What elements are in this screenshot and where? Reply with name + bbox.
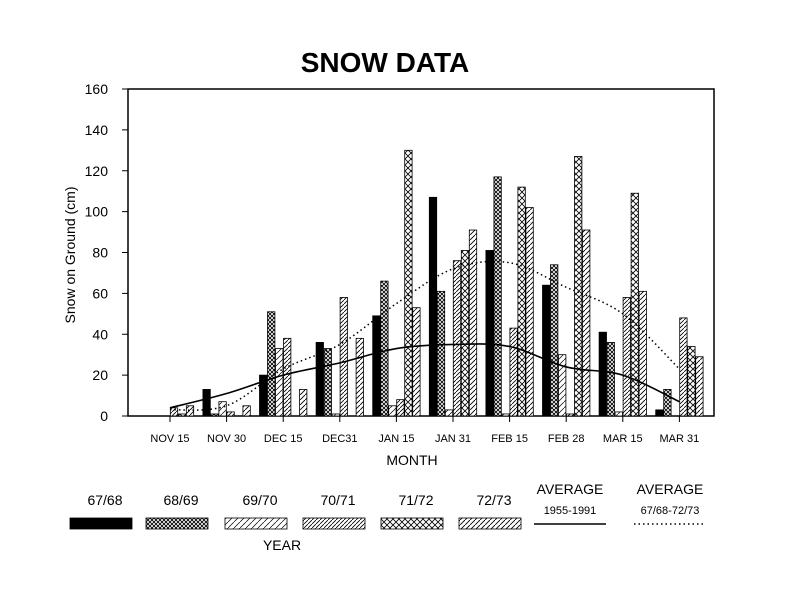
bar-69-70-FEB-28 [558, 354, 567, 417]
legend-swatch-72-73 [458, 517, 522, 530]
bar-69-70-MAR-15 [614, 411, 623, 417]
bar-67-68-DEC31 [315, 342, 324, 417]
legend-label-67-68: 67/68 [87, 492, 122, 508]
bar-67-68-MAR-31 [655, 409, 664, 417]
bar-70-71-MAR-31 [679, 317, 688, 417]
bar-68-69-MAR-15 [606, 342, 615, 417]
legend-swatch-67-68 [69, 517, 133, 530]
bar-70-71-NOV-30 [226, 411, 235, 417]
legend-swatch-71-72 [380, 517, 444, 530]
bar-67-68-MAR-15 [598, 331, 607, 417]
y-tick-label: 60 [92, 285, 108, 301]
legend-label-72-73: 72/73 [476, 492, 511, 508]
legend-label-69-70: 69/70 [242, 492, 277, 508]
bar-69-70-NOV-30 [218, 401, 227, 417]
bar-70-71-JAN-31 [452, 260, 462, 417]
y-tick-label: 80 [92, 245, 108, 261]
legend-swatch-69-70 [224, 517, 288, 530]
legend-line-label-top: AVERAGE [537, 481, 604, 497]
x-tick-label: MAR 15 [603, 433, 643, 445]
x-axis: NOV 15 NOV 30 DEC 15 DEC31 JAN 15 JAN 31 FEB 1… [150, 416, 699, 445]
y-axis-label: Snow on Ground (cm) [62, 187, 78, 324]
bar-72-73-NOV-15 [185, 405, 195, 417]
bar-68-69-NOV-30 [210, 413, 219, 417]
average-lines [169, 260, 680, 411]
legend-line-label-bottom: 67/68-72/73 [641, 505, 700, 517]
bar-68-69-DEC31 [323, 348, 332, 417]
bar-70-71-FEB-15 [509, 327, 518, 417]
bar-67-68-JAN-15 [372, 315, 381, 417]
x-axis-label: MONTH [386, 452, 437, 468]
bar-72-73-FEB-15 [525, 207, 534, 417]
legend-label-68-69: 68/69 [163, 492, 198, 508]
y-tick-label: 120 [85, 163, 109, 179]
x-tick-label: DEC31 [322, 433, 357, 445]
x-tick-label: FEB 28 [548, 433, 585, 445]
bar-67-68-FEB-28 [542, 284, 551, 417]
x-tick-label: JAN 31 [435, 433, 471, 445]
bar-71-72-FEB-28 [574, 156, 583, 417]
bar-68-69-MAR-31 [663, 389, 672, 417]
bar-69-70-DEC-15 [275, 348, 284, 417]
bar-72-73-JAN-15 [412, 307, 421, 417]
bars-group [169, 149, 704, 417]
x-tick-label: MAR 31 [660, 433, 700, 445]
legend: 67/68 68/69 69/70 70/71 71/72 72/73 AVERAGE 195… [69, 481, 706, 530]
chart-title: SNOW DATA [301, 47, 470, 78]
bar-71-72-MAR-15 [630, 192, 639, 417]
legend-label-71-72: 71/72 [398, 492, 433, 508]
bar-67-68-FEB-15 [485, 250, 494, 417]
bar-69-70-JAN-31 [444, 409, 454, 417]
y-tick-label: 140 [85, 122, 109, 138]
y-tick-label: 40 [92, 326, 108, 342]
bar-72-73-NOV-30 [242, 405, 251, 417]
bar-72-73-FEB-28 [582, 229, 591, 417]
legend-swatch-70-71 [302, 517, 366, 530]
legend-title: YEAR [263, 537, 301, 553]
legend-label-70-71: 70/71 [320, 492, 355, 508]
bar-70-71-FEB-28 [566, 413, 575, 417]
y-axis: 0 20 40 60 80 100 120 140 160 [85, 81, 128, 424]
x-tick-label: FEB 15 [491, 433, 528, 445]
bar-72-73-MAR-31 [695, 356, 704, 417]
y-tick-label: 100 [85, 204, 109, 220]
bar-71-72-FEB-15 [517, 186, 526, 417]
bar-71-72-MAR-31 [687, 346, 696, 417]
bar-72-73-DEC31 [355, 337, 364, 417]
bar-67-68-JAN-31 [428, 196, 438, 417]
bar-70-71-JAN-15 [396, 399, 405, 417]
x-tick-label: DEC 15 [264, 433, 303, 445]
bar-70-71-MAR-15 [622, 297, 631, 417]
legend-swatch-68-69 [145, 517, 209, 530]
bar-70-71-DEC-15 [283, 337, 292, 417]
bar-70-71-NOV-15 [169, 407, 179, 417]
bar-72-73-MAR-15 [638, 290, 647, 417]
bar-68-69-FEB-28 [550, 264, 559, 417]
line-average-1955-1991 [169, 343, 680, 409]
y-tick-label: 0 [100, 408, 108, 424]
bar-71-72-NOV-15 [177, 413, 187, 417]
y-tick-label: 160 [85, 81, 109, 97]
bar-70-71-DEC31 [339, 297, 348, 417]
bar-71-72-JAN-15 [404, 149, 413, 417]
y-tick-label: 20 [92, 367, 108, 383]
bar-71-72-JAN-31 [460, 250, 470, 417]
bar-67-68-DEC-15 [259, 374, 268, 417]
x-tick-label: JAN 15 [378, 433, 414, 445]
legend-line-label-top: AVERAGE [637, 481, 704, 497]
bar-67-68-NOV-30 [202, 389, 211, 417]
bar-68-69-FEB-15 [493, 176, 502, 417]
x-tick-label: NOV 15 [150, 433, 189, 445]
bar-68-69-JAN-31 [436, 290, 446, 417]
bar-72-73-JAN-31 [468, 229, 478, 417]
bar-69-70-JAN-15 [388, 405, 397, 417]
bar-68-69-JAN-15 [380, 280, 389, 417]
legend-line-label-bottom: 1955-1991 [544, 505, 597, 517]
bar-69-70-DEC31 [331, 413, 340, 417]
bar-68-69-DEC-15 [267, 311, 276, 417]
x-tick-label: NOV 30 [207, 433, 246, 445]
bar-69-70-FEB-15 [501, 413, 510, 417]
bar-72-73-DEC-15 [299, 389, 308, 417]
